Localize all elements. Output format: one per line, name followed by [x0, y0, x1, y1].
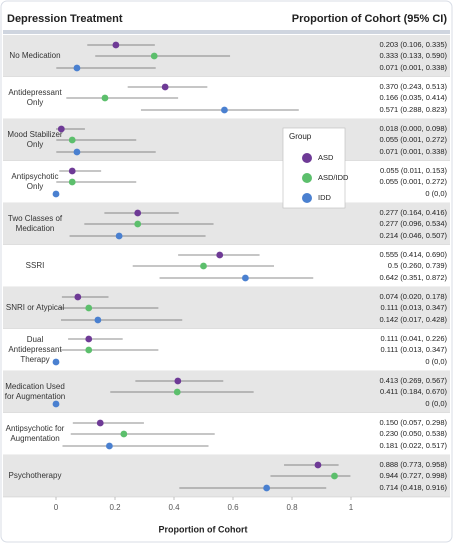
point	[85, 335, 93, 343]
category-label: Antipsychotic for Augmentation	[5, 424, 65, 443]
x-tick-label: 0	[54, 503, 59, 512]
category-label: Medication Used for Augmentation	[4, 382, 66, 401]
value-label: 0.642 (0.351, 0.872)	[379, 273, 447, 282]
point	[74, 293, 82, 301]
legend-label: ASD/IDD	[318, 173, 349, 182]
point	[57, 125, 65, 133]
legend-swatch	[302, 193, 312, 203]
header-bg	[3, 30, 450, 34]
point	[73, 64, 81, 72]
value-label: 0.181 (0.022, 0.517)	[379, 441, 447, 450]
point	[115, 232, 123, 240]
point	[134, 220, 142, 228]
point	[52, 358, 60, 366]
value-label: 0.944 (0.727, 0.998)	[379, 471, 447, 480]
value-label: 0.111 (0.013, 0.347)	[381, 303, 448, 312]
point	[112, 41, 120, 49]
legend-swatch	[302, 153, 312, 163]
point	[52, 400, 60, 408]
point	[221, 106, 228, 114]
point	[85, 346, 93, 354]
category-label: SNRI or Atypical	[5, 303, 65, 312]
point	[263, 484, 271, 492]
value-label: 0.071 (0.001, 0.338)	[379, 147, 447, 156]
point	[314, 461, 322, 469]
point	[68, 167, 76, 175]
value-label: 0.555 (0.414, 0.690)	[379, 250, 447, 259]
value-label: 0.055 (0.011, 0.153)	[380, 166, 447, 175]
row-band	[3, 203, 450, 245]
legend-label: IDD	[318, 193, 332, 202]
point	[94, 316, 102, 324]
point	[173, 388, 181, 396]
value-label: 0.203 (0.106, 0.335)	[379, 40, 447, 49]
point	[200, 262, 207, 270]
value-label: 0.074 (0.020, 0.178)	[379, 292, 447, 301]
category-label: SSRI	[25, 261, 45, 270]
legend-label: ASD	[318, 153, 334, 162]
x-tick-label: 0.2	[109, 503, 121, 512]
value-label: 0.277 (0.164, 0.416)	[379, 208, 447, 217]
x-axis-label: Proportion of Cohort	[159, 524, 248, 534]
category-label: No Medication	[9, 51, 61, 60]
value-label: 0.571 (0.288, 0.823)	[379, 105, 447, 114]
value-label: 0.370 (0.243, 0.513)	[379, 82, 447, 91]
x-tick-label: 0.8	[286, 503, 298, 512]
point	[134, 209, 142, 217]
value-label: 0.055 (0.001, 0.272)	[379, 135, 447, 144]
x-tick-label: 0.4	[168, 503, 180, 512]
value-label: 0.150 (0.057, 0.298)	[379, 418, 447, 427]
point	[216, 251, 224, 259]
value-label: 0.333 (0.133, 0.590)	[379, 51, 447, 60]
point	[85, 304, 93, 312]
value-label: 0.413 (0.269, 0.567)	[379, 376, 447, 385]
point	[101, 94, 109, 102]
value-label: 0.142 (0.017, 0.428)	[379, 315, 447, 324]
value-label: 0.166 (0.035, 0.414)	[379, 93, 447, 102]
value-label: 0.111 (0.013, 0.347)	[381, 345, 448, 354]
category-label: Mood Stabilizer Only	[7, 130, 63, 149]
legend-box	[282, 127, 346, 209]
point	[73, 148, 81, 156]
value-label: 0 (0,0)	[425, 399, 447, 408]
x-tick-label: 0.6	[227, 503, 239, 512]
value-label: 0.018 (0.000, 0.098)	[379, 124, 447, 133]
value-label: 0.411 (0.184, 0.670)	[380, 387, 447, 396]
point	[174, 377, 182, 385]
value-label: 0 (0,0)	[425, 357, 447, 366]
value-label: 0.714 (0.418, 0.916)	[379, 483, 447, 492]
row-band	[3, 455, 450, 497]
category-label: Dual Antidepressant Therapy	[8, 335, 62, 364]
value-label: 0.277 (0.096, 0.534)	[379, 219, 447, 228]
value-label: 0 (0,0)	[425, 189, 447, 198]
point	[96, 419, 104, 427]
point	[241, 274, 249, 282]
value-label: 0.214 (0.046, 0.507)	[379, 231, 447, 240]
point	[331, 472, 338, 480]
header-left: Depression Treatment	[7, 13, 123, 25]
category-label: Two Classes of Medication	[7, 214, 63, 233]
point	[105, 442, 113, 450]
value-label: 0.055 (0.001, 0.272)	[379, 177, 447, 186]
value-label: 0.071 (0.001, 0.338)	[379, 63, 447, 72]
value-label: 0.230 (0.050, 0.538)	[379, 429, 447, 438]
value-label: 0.111 (0.041, 0.226)	[381, 334, 448, 343]
point	[150, 52, 158, 60]
point	[68, 178, 76, 186]
point	[120, 430, 128, 438]
legend-title: Group	[289, 132, 312, 141]
point	[161, 83, 169, 91]
category-label: Psychotherapy	[8, 471, 62, 480]
category-label: Antipsychotic Only	[11, 172, 59, 191]
point	[68, 136, 76, 144]
legend-swatch	[302, 173, 312, 183]
point	[52, 190, 60, 198]
value-label: 0.5 (0.260, 0.739)	[388, 261, 448, 270]
header-right: Proportion of Cohort (95% CI)	[292, 13, 448, 25]
value-label: 0.888 (0.773, 0.958)	[379, 460, 447, 469]
x-tick-label: 1	[349, 503, 354, 512]
category-label: Antidepressant Only	[8, 88, 62, 107]
